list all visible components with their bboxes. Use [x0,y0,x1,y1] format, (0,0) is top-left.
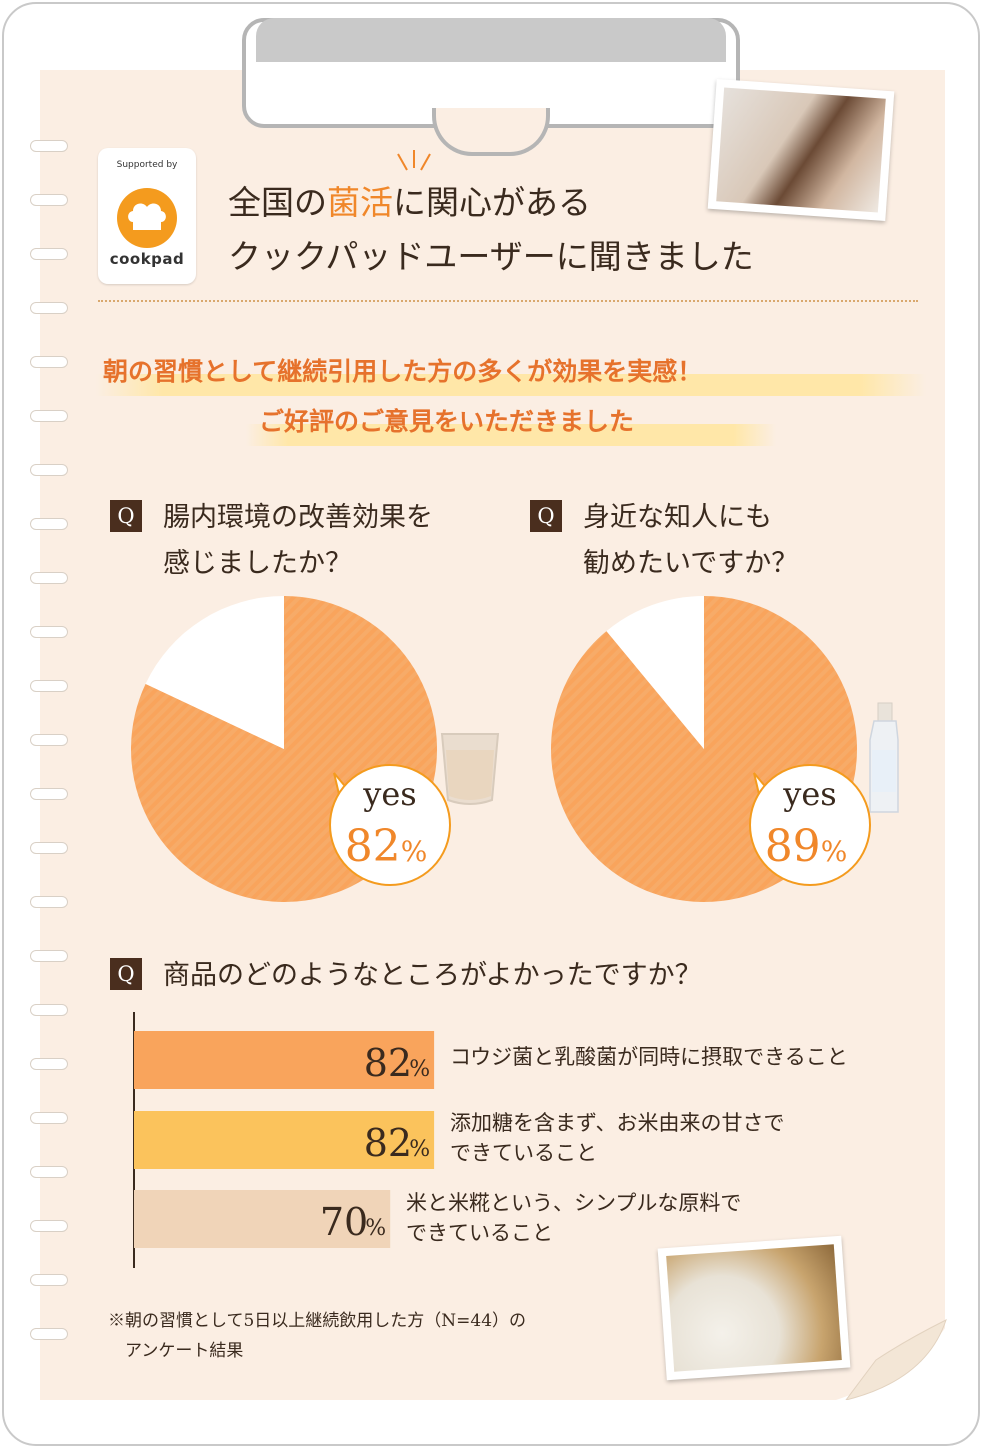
bar-value-label: 82 [364,1121,412,1165]
cookpad-wordmark: cookpad [109,250,185,268]
bar [134,1111,435,1169]
question-badge: Q [110,958,142,990]
subheading-line-2: ご好評のご意見をいただきました [259,407,635,436]
question-2-line-2: 勧めたいですか？ [583,548,799,579]
binder-ring [30,842,68,854]
binder-ring [30,734,68,746]
footnote-line-2: アンケート結果 [108,1341,244,1361]
headline-line-2: クックパッドユーザーに聞きました [228,237,754,276]
footnote-line-1: ※朝の習慣として5日以上継続飲用した方（N=44）の [108,1311,527,1331]
bar-label-line: できていること [450,1141,597,1165]
chef-hat-icon [117,188,177,248]
amazake-bottle-illustration [869,702,899,813]
binder-ring [30,464,68,476]
binder-ring [30,1328,68,1340]
clipboard-clip-bar [256,18,726,62]
question-2-line-1: 身近な知人にも [583,502,772,533]
page-curl [836,1310,956,1400]
bar-label-line: できていること [406,1221,553,1245]
bar-unit-label: % [365,1216,386,1241]
highlighter-band [246,424,776,446]
headline-part: に関心がある [393,183,591,222]
binder-ring [30,896,68,908]
question-1-line-2: 感じましたか？ [163,548,352,579]
highlighter-band [96,374,926,396]
question-3: 商品のどのようなところがよかったですか？ [163,960,702,991]
binder-ring [30,302,68,314]
binder-ring [30,194,68,206]
bar-label-line: コウジ菌と乳酸菌が同時に摂取できること [450,1045,848,1069]
binder-ring [30,1112,68,1124]
dotted-divider [98,300,918,302]
photo-image [666,1244,842,1372]
binder-ring [30,1220,68,1232]
pie-slice-other [606,596,704,749]
binder-ring [30,356,68,368]
callout-unit: % [401,835,428,868]
rice-photo [657,1235,851,1381]
binder-ring [30,410,68,422]
clipboard-clip-tab [432,108,550,156]
bar-label-3: 米と米糀という、シンプルな原料で できていること [406,1188,741,1248]
callout-bubble [329,764,451,886]
amazake-glass-illustration [440,733,500,805]
bar-label-2: 添加糖を含まず、お米由来の甘さで できていること [450,1108,785,1168]
callout-bubble [749,764,871,886]
callout-unit: % [821,835,848,868]
binder-ring [30,572,68,584]
headline-part: 全国の [228,183,327,222]
pie-slice-other [145,596,284,749]
binder-ring [30,1274,68,1286]
binder-ring [30,626,68,638]
bar-label-1: コウジ菌と乳酸菌が同時に摂取できること [450,1042,848,1072]
binder-ring [30,1166,68,1178]
binder-ring [30,518,68,530]
question-1-line-1: 腸内環境の改善効果を [163,502,433,533]
footnote: ※朝の習慣として5日以上継続飲用した方（N=44）の アンケート結果 [108,1306,526,1366]
callout-label: yes [782,775,836,813]
bar-value-label: 70 [320,1200,368,1244]
bar [134,1190,391,1248]
callout-label: yes [362,775,416,813]
binder-ring [30,950,68,962]
binder-ring [30,680,68,692]
headline-highlight: 菌活 [327,183,393,222]
binder-ring [30,1004,68,1016]
binder-ring [30,788,68,800]
binder-ring [30,1058,68,1070]
cookpad-logo: Supported by cookpad [98,148,196,284]
bar [134,1031,435,1089]
supported-by-label: Supported by [116,160,178,170]
bar-unit-label: % [409,1137,430,1162]
question-badge: Q [110,500,142,532]
subheading-line-1: 朝の習慣として継続引用した方の多くが効果を実感！ [103,357,703,386]
bar-label-line: 米と米糀という、シンプルな原料で [406,1191,742,1215]
binder-ring [30,248,68,260]
bar-label-line: 添加糖を含まず、お米由来の甘さで [450,1111,785,1135]
bar-value-label: 82 [364,1041,412,1085]
headline-line-1: 全国の菌活に関心がある [228,176,591,224]
question-badge: Q [530,500,562,532]
binder-ring [30,140,68,152]
bar-unit-label: % [409,1057,430,1082]
